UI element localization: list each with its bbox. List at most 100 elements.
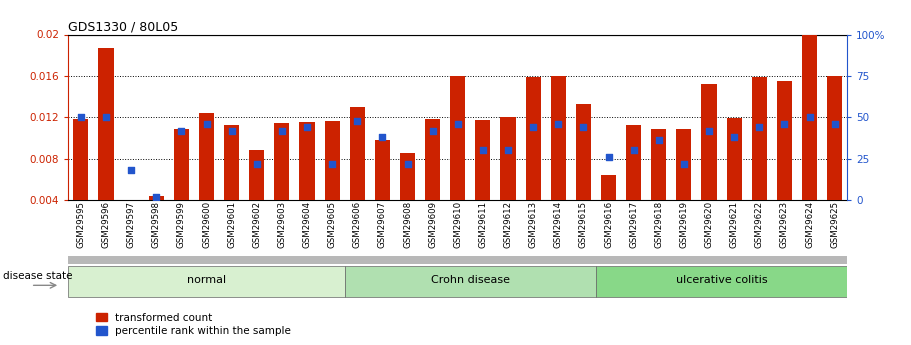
Point — [777, 121, 792, 127]
Text: GSM29598: GSM29598 — [152, 201, 160, 248]
Bar — [374, 139, 390, 241]
Bar — [98, 49, 114, 242]
FancyBboxPatch shape — [68, 256, 847, 264]
Point — [576, 125, 590, 130]
Point — [526, 125, 540, 130]
Point — [350, 118, 364, 124]
Text: GSM29615: GSM29615 — [578, 201, 588, 248]
Bar — [74, 119, 88, 242]
Text: GSM29623: GSM29623 — [780, 201, 789, 248]
Bar — [752, 77, 767, 242]
Point — [200, 121, 214, 127]
FancyBboxPatch shape — [596, 266, 847, 297]
Legend: transformed count, percentile rank within the sample: transformed count, percentile rank withi… — [97, 313, 291, 336]
Bar — [274, 123, 290, 242]
Text: GSM29597: GSM29597 — [127, 201, 136, 248]
Bar — [324, 121, 340, 242]
Point — [551, 121, 566, 127]
Point — [651, 138, 666, 143]
Bar — [551, 77, 566, 242]
Point — [450, 121, 465, 127]
Text: GSM29620: GSM29620 — [704, 201, 713, 248]
Bar — [124, 200, 138, 242]
Text: GSM29595: GSM29595 — [77, 201, 86, 248]
Point — [400, 161, 415, 166]
Text: GSM29609: GSM29609 — [428, 201, 437, 248]
Bar — [802, 34, 817, 242]
Point — [677, 161, 691, 166]
Text: GSM29618: GSM29618 — [654, 201, 663, 248]
Bar — [701, 84, 717, 242]
Point — [727, 135, 742, 140]
Point — [325, 161, 340, 166]
FancyBboxPatch shape — [344, 266, 596, 297]
Point — [74, 115, 88, 120]
Text: GSM29602: GSM29602 — [252, 201, 261, 248]
Point — [501, 148, 516, 153]
Point — [827, 121, 842, 127]
Point — [701, 128, 716, 133]
Bar — [676, 129, 691, 242]
Bar — [199, 112, 214, 241]
Point — [601, 154, 616, 160]
Text: GSM29601: GSM29601 — [227, 201, 236, 248]
Point — [300, 125, 314, 130]
Bar — [777, 81, 792, 242]
Bar — [300, 122, 314, 242]
Point — [149, 194, 164, 199]
Point — [476, 148, 490, 153]
Bar — [148, 196, 164, 241]
Text: GSM29600: GSM29600 — [202, 201, 211, 248]
Text: GSM29608: GSM29608 — [403, 201, 412, 248]
Point — [375, 135, 390, 140]
Text: ulcerative colitis: ulcerative colitis — [676, 276, 767, 285]
Point — [124, 168, 138, 173]
Text: GSM29596: GSM29596 — [101, 201, 110, 248]
Text: disease state: disease state — [4, 271, 73, 281]
Text: GSM29613: GSM29613 — [528, 201, 537, 248]
Point — [274, 128, 289, 133]
Text: GSM29604: GSM29604 — [302, 201, 312, 248]
Text: GSM29607: GSM29607 — [378, 201, 387, 248]
Text: GSM29612: GSM29612 — [504, 201, 513, 248]
Bar — [425, 119, 440, 242]
Bar — [400, 153, 415, 242]
Text: GSM29621: GSM29621 — [730, 201, 739, 248]
Text: normal: normal — [187, 276, 226, 285]
Bar — [350, 108, 364, 242]
Bar — [576, 104, 591, 242]
Bar — [476, 120, 490, 242]
Text: GDS1330 / 80L05: GDS1330 / 80L05 — [68, 20, 179, 33]
Bar — [450, 77, 466, 242]
Text: GSM29606: GSM29606 — [353, 201, 362, 248]
Point — [752, 125, 766, 130]
Bar — [827, 77, 842, 242]
Point — [627, 148, 641, 153]
Text: GSM29622: GSM29622 — [755, 201, 763, 248]
Bar — [601, 175, 616, 241]
Bar — [526, 77, 541, 242]
Point — [98, 115, 113, 120]
Point — [174, 128, 189, 133]
Bar — [651, 129, 666, 242]
Text: GSM29603: GSM29603 — [277, 201, 286, 248]
Bar — [727, 118, 742, 242]
Bar — [224, 125, 240, 242]
Text: GSM29617: GSM29617 — [630, 201, 639, 248]
Text: GSM29625: GSM29625 — [830, 201, 839, 248]
Point — [425, 128, 440, 133]
Text: GSM29624: GSM29624 — [805, 201, 814, 248]
Point — [224, 128, 239, 133]
Text: GSM29605: GSM29605 — [328, 201, 337, 248]
Text: GSM29616: GSM29616 — [604, 201, 613, 248]
Text: GSM29599: GSM29599 — [177, 201, 186, 248]
Point — [803, 115, 817, 120]
Bar — [500, 117, 516, 242]
Text: GSM29614: GSM29614 — [554, 201, 563, 248]
Bar — [250, 150, 264, 241]
FancyBboxPatch shape — [68, 266, 344, 297]
Text: GSM29610: GSM29610 — [454, 201, 462, 248]
Text: Crohn disease: Crohn disease — [431, 276, 510, 285]
Text: GSM29611: GSM29611 — [478, 201, 487, 248]
Text: GSM29619: GSM29619 — [680, 201, 689, 248]
